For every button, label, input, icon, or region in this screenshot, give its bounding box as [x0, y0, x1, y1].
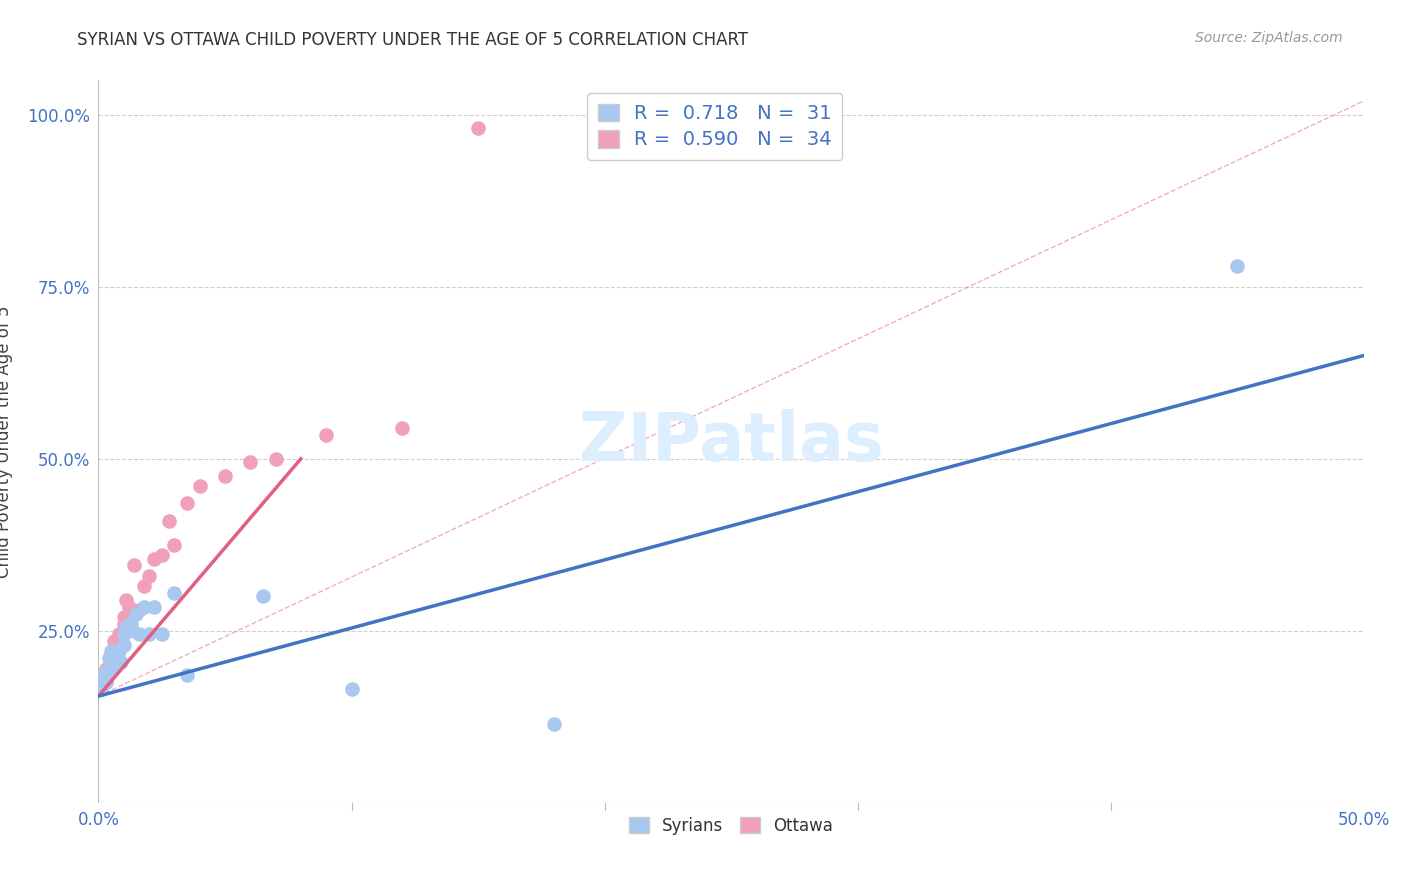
Point [94, 662, 117, 676]
Point [176, 668, 198, 682]
Point [264, 451, 287, 466]
Point [163, 586, 186, 600]
Point [105, 651, 128, 665]
Point [214, 469, 236, 483]
Point [315, 427, 337, 442]
Point [115, 592, 138, 607]
Point [138, 568, 160, 582]
Point [100, 648, 122, 662]
Text: SYRIAN VS OTTAWA CHILD POVERTY UNDER THE AGE OF 5 CORRELATION CHART: SYRIAN VS OTTAWA CHILD POVERTY UNDER THE… [77, 31, 748, 49]
Point [239, 455, 262, 469]
Point [118, 599, 141, 614]
Point [105, 634, 128, 648]
Point [100, 651, 122, 665]
Point [97, 665, 120, 679]
Point [93, 675, 115, 690]
Point [97, 651, 120, 665]
Point [138, 627, 160, 641]
Point [94, 665, 117, 679]
Point [143, 599, 166, 614]
Point [100, 648, 122, 662]
Point [543, 716, 565, 731]
Point [94, 675, 117, 690]
Point [90, 682, 112, 697]
Point [107, 627, 129, 641]
Point [391, 421, 413, 435]
Point [110, 655, 132, 669]
Point [103, 644, 125, 658]
Point [115, 620, 138, 634]
Point [128, 627, 150, 641]
Point [112, 638, 135, 652]
Point [112, 627, 135, 641]
Point [132, 599, 155, 614]
Point [143, 551, 166, 566]
Point [163, 538, 186, 552]
Text: Source: ZipAtlas.com: Source: ZipAtlas.com [1195, 31, 1343, 45]
Point [103, 634, 125, 648]
Text: ZIPatlas: ZIPatlas [579, 409, 883, 475]
Point [132, 579, 155, 593]
Y-axis label: Child Poverty Under the Age of 5: Child Poverty Under the Age of 5 [0, 305, 13, 578]
Point [110, 631, 132, 645]
Point [97, 662, 120, 676]
Legend: Syrians, Ottawa: Syrians, Ottawa [623, 810, 839, 841]
Point [93, 675, 115, 690]
Point [112, 610, 135, 624]
Point [93, 668, 115, 682]
Point [125, 607, 148, 621]
Point [103, 648, 125, 662]
Point [188, 479, 211, 493]
Point [107, 644, 129, 658]
Point [1226, 259, 1249, 273]
Point [120, 616, 142, 631]
Point [122, 558, 145, 573]
Point [467, 121, 489, 136]
Point [157, 514, 180, 528]
Point [93, 668, 115, 682]
Point [252, 590, 274, 604]
Point [94, 675, 117, 690]
Point [100, 644, 122, 658]
Point [112, 616, 135, 631]
Point [150, 548, 173, 562]
Point [103, 658, 125, 673]
Point [128, 603, 150, 617]
Point [90, 682, 112, 697]
Point [150, 627, 173, 641]
Point [340, 682, 363, 697]
Point [97, 662, 120, 676]
Point [118, 624, 141, 638]
Point [176, 496, 198, 510]
